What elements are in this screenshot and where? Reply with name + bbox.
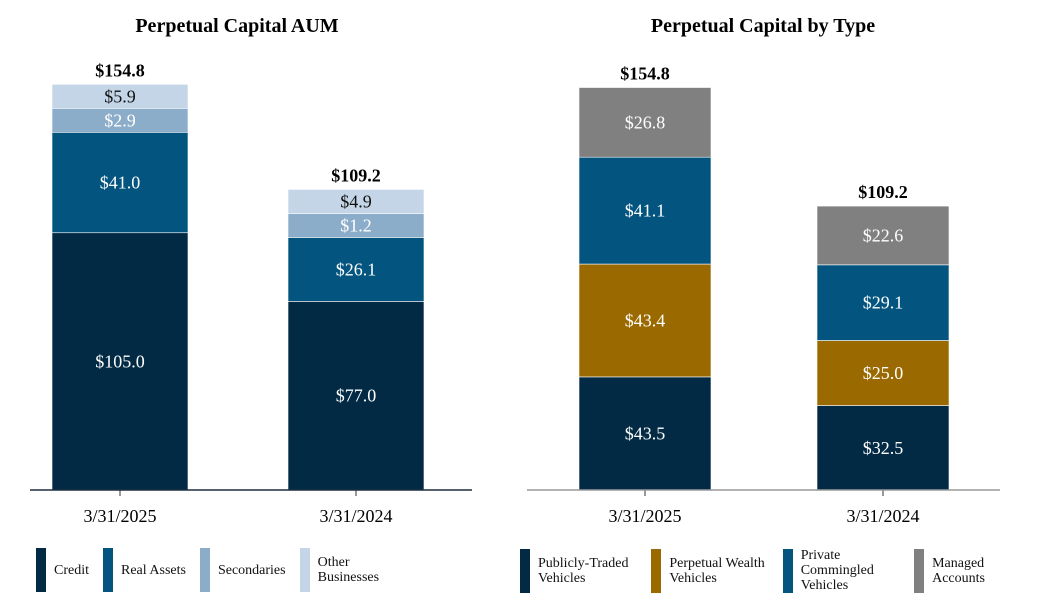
x-tick-label: 3/31/2025 [608, 506, 681, 526]
legend-item: Other Businesses [299, 548, 393, 592]
total-label: $109.2 [331, 165, 381, 185]
bar-segment [287, 237, 425, 302]
data-label: $26.1 [336, 259, 377, 279]
bar-segment [287, 213, 425, 238]
bar-segment [578, 87, 712, 158]
data-label: $105.0 [95, 351, 145, 371]
data-label: $25.0 [863, 363, 904, 383]
total-label: $154.8 [620, 64, 670, 84]
data-label: $1.2 [340, 215, 372, 235]
legend-item: Real Assets [103, 548, 186, 592]
x-tick-label: 3/31/2024 [846, 506, 919, 526]
legend-label: Other Businesses [317, 555, 380, 585]
bar-segment [287, 301, 425, 491]
x-tick-label: 3/31/2024 [319, 506, 392, 526]
legend-item: Managed Accounts [914, 548, 1025, 593]
legend-swatch [782, 548, 793, 593]
bar-segment [816, 340, 950, 406]
data-label: $4.9 [340, 191, 372, 211]
data-label: $22.6 [863, 225, 904, 245]
legend-swatch [299, 548, 310, 592]
legend-label: Real Assets [121, 562, 186, 578]
legend-label: Secondaries [217, 562, 286, 578]
legend-label: Private Commingled Vehicles [800, 548, 874, 593]
data-label: $77.0 [336, 386, 377, 406]
chart-title: Perpetual Capital by Type [651, 15, 875, 37]
bar-segment [51, 232, 189, 491]
bar-segment [578, 263, 712, 378]
legend-item: Perpetual Wealth Vehicles [651, 548, 768, 593]
legend-label: Publicly-Traded Vehicles [538, 555, 629, 586]
chart-title: Perpetual Capital AUM [135, 15, 338, 37]
data-label: $5.9 [104, 86, 136, 106]
legend-type: Publicly-Traded Vehicles Perpetual Wealth… [520, 548, 1039, 593]
data-label: $2.9 [104, 110, 136, 130]
legend-item: Publicly-Traded Vehicles [520, 548, 637, 593]
bar-segment [51, 84, 189, 109]
data-label: $29.1 [863, 293, 904, 313]
legend-swatch [103, 548, 113, 592]
legend-item: Credit [36, 548, 89, 592]
legend-swatch [914, 548, 925, 593]
bar-segment [816, 264, 950, 341]
legend-swatch [651, 548, 662, 593]
bar-segment [578, 156, 712, 265]
data-label: $41.0 [100, 173, 141, 193]
legend-aum: Credit Real Assets Secondaries Other Busine… [36, 548, 407, 592]
legend-label: Perpetual Wealth Vehicles [669, 555, 765, 586]
total-label: $109.2 [858, 182, 908, 202]
total-label: $154.8 [95, 60, 145, 80]
legend-item: Secondaries [199, 548, 286, 592]
data-label: $43.5 [625, 423, 666, 443]
data-label: $41.1 [625, 201, 666, 221]
x-tick-label: 3/31/2025 [83, 506, 156, 526]
legend-swatch [36, 548, 46, 592]
bar-segment [816, 205, 950, 266]
legend-item: Private Commingled Vehicles [782, 548, 900, 593]
bar-segment [51, 132, 189, 234]
legend-swatch [199, 548, 210, 592]
data-label: $32.5 [863, 438, 904, 458]
legend-label: Credit [54, 562, 89, 578]
data-label: $43.4 [625, 310, 666, 330]
data-label: $26.8 [625, 112, 666, 132]
bar-segment [578, 376, 712, 491]
bar-segment [287, 189, 425, 214]
legend-label: Managed Accounts [932, 555, 985, 586]
legend-swatch [520, 548, 530, 593]
